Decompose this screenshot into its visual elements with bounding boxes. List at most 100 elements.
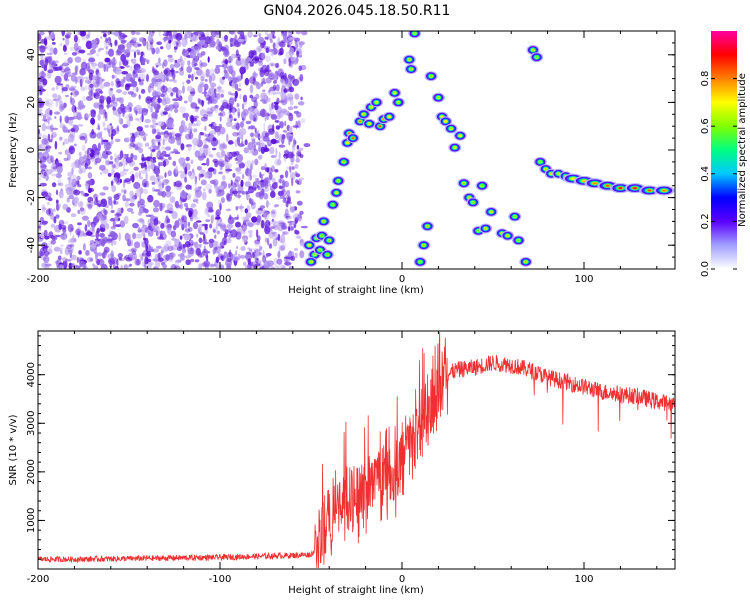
noise-blob [131, 80, 138, 88]
noise-blob [234, 157, 238, 161]
noise-blob [112, 177, 118, 183]
noise-blob [284, 72, 287, 82]
y-tick-label: 40 [26, 48, 37, 61]
noise-blob [231, 80, 235, 89]
noise-blob [153, 140, 157, 145]
noise-blob [270, 219, 277, 226]
noise-blob [61, 31, 65, 37]
noise-blob [214, 234, 217, 239]
noise-blob [159, 251, 163, 261]
noise-blob [280, 92, 287, 100]
noise-blob [232, 173, 236, 178]
noise-blob [204, 207, 209, 216]
noise-blob [258, 67, 263, 72]
noise-blob [100, 96, 107, 101]
colorbar-ticks: 0.0 0.2 0.4 0.6 0.8 [700, 71, 737, 277]
noise-blob [156, 97, 163, 104]
noise-blob [74, 90, 80, 96]
noise-blob [206, 253, 209, 262]
noise-blob [73, 238, 77, 243]
noise-blob [117, 207, 124, 212]
noise-blob [145, 96, 152, 104]
noise-blob [168, 104, 176, 110]
noise-blob [268, 33, 273, 41]
noise-blob [90, 62, 98, 67]
noise-blob [168, 79, 175, 82]
noise-blob [68, 147, 74, 151]
spectral-feature [453, 130, 467, 141]
noise-blob [165, 240, 172, 247]
noise-blob [234, 90, 238, 99]
noise-blob [168, 252, 174, 260]
noise-blob [150, 158, 154, 163]
noise-blob [286, 38, 293, 46]
noise-blob [234, 34, 238, 41]
noise-blob [259, 252, 262, 256]
noise-blob [39, 45, 46, 53]
noise-blob [196, 119, 201, 127]
noise-blob [251, 261, 257, 267]
noise-blob [171, 238, 177, 241]
noise-blob [118, 97, 124, 104]
noise-blob [138, 118, 142, 123]
noise-blob [164, 146, 172, 151]
spectral-feature [417, 240, 431, 251]
spectral-feature [408, 31, 422, 39]
noise-blob [226, 193, 232, 202]
noise-blob [297, 214, 302, 219]
noise-blob [270, 114, 278, 120]
spectral-feature [610, 183, 631, 194]
noise-blob [284, 120, 287, 127]
figure-title: GN04.2026.045.18.50.R11 [264, 3, 451, 19]
noise-blob [44, 108, 49, 117]
noise-blob [54, 140, 58, 150]
noise-blob [228, 183, 231, 189]
noise-blob [43, 171, 47, 177]
noise-blob [299, 239, 303, 243]
noise-blob [287, 94, 294, 101]
noise-blob [272, 232, 276, 236]
noise-blob [185, 116, 189, 121]
noise-blob [200, 252, 203, 258]
noise-blob [200, 169, 206, 176]
noise-blob [194, 55, 199, 64]
noise-blob [138, 73, 146, 80]
noise-blob [147, 194, 154, 203]
noise-blob [290, 226, 295, 231]
noise-blob [88, 57, 96, 63]
noise-blob [194, 115, 199, 119]
noise-blob [126, 41, 132, 50]
noise-blob [197, 186, 202, 189]
noise-blob [179, 69, 185, 76]
noise-blob [130, 211, 135, 214]
noise-blob [45, 146, 48, 151]
noise-blob [73, 34, 78, 43]
colorbar-tick-label: 0.2 [700, 213, 711, 229]
noise-blob [205, 94, 211, 101]
spectral-feature [508, 211, 522, 222]
noise-blob [130, 153, 134, 159]
noise-blob [155, 168, 158, 178]
noise-blob [138, 76, 141, 81]
noise-blob [197, 224, 204, 228]
noise-blob [161, 150, 167, 156]
noise-blob [153, 128, 156, 134]
noise-blob [184, 255, 192, 259]
noise-blob [278, 144, 286, 148]
noise-blob [162, 36, 170, 41]
noise-blob [283, 32, 288, 42]
x-tick-label: 100 [574, 274, 593, 285]
noise-blob [224, 145, 228, 150]
noise-blob [260, 219, 265, 229]
noise-blob [249, 114, 256, 121]
noise-blob [41, 191, 48, 198]
noise-blob [218, 89, 225, 94]
noise-blob [103, 209, 108, 216]
noise-blob [157, 252, 161, 260]
noise-blob [78, 230, 85, 237]
noise-blob [173, 265, 181, 269]
noise-blob [168, 156, 172, 161]
noise-blob [123, 189, 127, 194]
noise-blob [213, 122, 217, 127]
noise-blob [150, 106, 153, 113]
